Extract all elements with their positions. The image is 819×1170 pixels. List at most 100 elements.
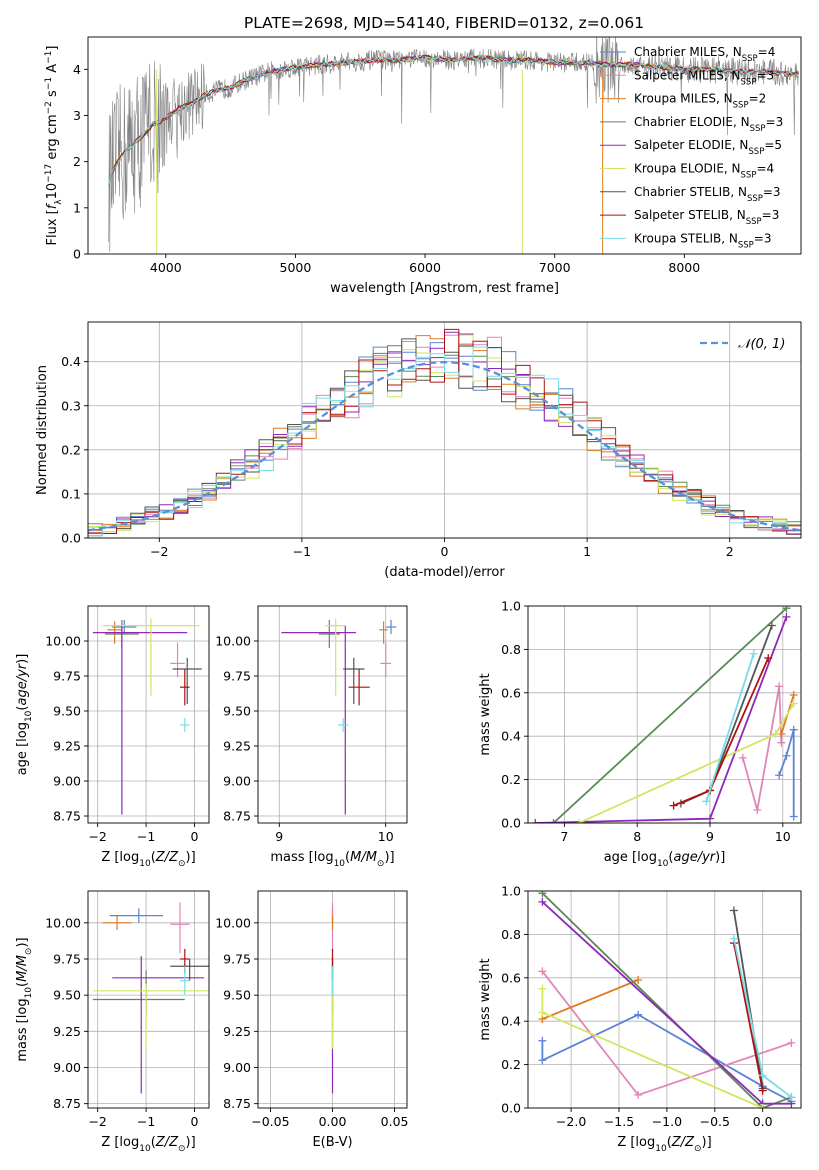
weight-vs-z-marker-kroupa_miles-1 bbox=[634, 975, 643, 984]
weight-vs-age-marker-chabrier_elodie-0 bbox=[549, 819, 558, 823]
spectrum-xtick-label-4: 8000 bbox=[668, 260, 700, 275]
mass-vs-z-frame bbox=[87, 890, 210, 1109]
residuals-plot-area bbox=[88, 328, 801, 537]
residuals-xtick-label-3: 1 bbox=[583, 544, 591, 559]
mass-vs-z-xtick-label-1: −1 bbox=[137, 1114, 155, 1129]
weight-vs-age-marker-kroupa_elodie-0 bbox=[574, 819, 583, 823]
weight-vs-z-xtick-label-3: −0.5 bbox=[700, 1114, 730, 1129]
weight-vs-z-marker-kroupa_stelib-0 bbox=[729, 934, 738, 943]
age-vs-mass-axes: 9 10 8.75 9.00 9.25 9.50 9.75 10.00 mass [log10(… bbox=[215, 605, 408, 869]
mass-vs-z-point-chabrier_miles bbox=[109, 908, 164, 923]
mass-vs-z-point-kroupa_elodie bbox=[92, 983, 209, 1049]
weight-vs-z-plot-area bbox=[538, 891, 796, 1108]
mass-vs-z-ytick-label-2: 9.25 bbox=[53, 1024, 81, 1039]
weight-vs-age-xtick-label-3: 10 bbox=[775, 829, 791, 844]
age-vs-z-xtick-label-0: −2 bbox=[88, 829, 106, 844]
residuals-legend: 𝒩(0, 1) bbox=[700, 337, 785, 352]
legend-label-2: Kroupa MILES, NSSP=2 bbox=[634, 92, 766, 111]
weight-vs-age-ytick-label-2: 0.4 bbox=[501, 729, 521, 744]
legend-label-5: Kroupa ELODIE, NSSP=4 bbox=[634, 162, 774, 181]
weight-vs-age-series-salpeter_elodie bbox=[531, 612, 791, 823]
weight-vs-age-ytick-label-0: 0.0 bbox=[501, 816, 521, 831]
age-vs-z-ylabel: age [log10(age/yr)] bbox=[15, 654, 34, 776]
weight-vs-z-series-salpeter_miles bbox=[538, 967, 796, 1099]
mass-vs-ebv-ytick-label-1: 9.00 bbox=[223, 1060, 251, 1075]
spectrum-data-line bbox=[108, 37, 799, 252]
age-vs-mass-point-salpeter_elodie bbox=[281, 625, 356, 815]
weight-vs-z-marker-kroupa_elodie-2 bbox=[758, 1104, 767, 1108]
age-vs-z-xlabel: Z [log10(Z/Z⊙)] bbox=[101, 850, 195, 869]
weight-vs-z-marker-salpeter_miles-2 bbox=[787, 1038, 796, 1047]
spectrum-ytick-label-3: 3 bbox=[73, 108, 81, 123]
weight-vs-age-marker-salpeter_elodie-1 bbox=[706, 814, 714, 823]
mass-vs-ebv-xtick-label-2: 0.05 bbox=[381, 1114, 409, 1129]
residuals-ytick-label-0: 0.0 bbox=[61, 531, 81, 546]
weight-vs-z-marker-salpeter_miles-0 bbox=[538, 967, 547, 976]
mass-vs-z-axes: −2 −1 0 8.75 9.00 9.25 9.50 9.75 10.00 Z [log10(Z… bbox=[15, 890, 210, 1154]
age-vs-mass-ytick-label-3: 9.50 bbox=[223, 704, 251, 719]
weight-vs-z-marker-salpeter_stelib-1 bbox=[758, 1086, 767, 1095]
age-vs-mass-point-salpeter_stelib bbox=[348, 669, 370, 706]
age-vs-z-ytick-label-3: 9.50 bbox=[53, 704, 81, 719]
age-vs-mass-point-kroupa_stelib bbox=[337, 718, 349, 732]
weight-vs-age-ytick-label-4: 0.8 bbox=[501, 642, 521, 657]
weight-vs-z-series-kroupa_elodie bbox=[538, 984, 767, 1108]
legend-label-3: Chabrier ELODIE, NSSP=3 bbox=[634, 115, 783, 134]
weight-vs-age-marker-chabrier_miles-2 bbox=[789, 725, 798, 734]
weight-vs-z-marker-kroupa_stelib-1 bbox=[758, 1071, 767, 1080]
age-vs-mass-frame bbox=[257, 605, 408, 824]
weight-vs-age-xtick-label-2: 9 bbox=[706, 829, 714, 844]
spectrum-ytick-label-1: 1 bbox=[73, 200, 81, 215]
figure-title: PLATE=2698, MJD=54140, FIBERID=0132, z=0… bbox=[244, 14, 644, 32]
weight-vs-z-marker-chabrier_stelib-0 bbox=[729, 906, 738, 915]
weight-vs-age-marker-kroupa_stelib-0 bbox=[702, 797, 711, 806]
mass-vs-ebv-ytick-label-5: 10.00 bbox=[215, 915, 251, 930]
mass-vs-z-point-salpeter_elodie bbox=[112, 956, 205, 1094]
age-vs-z-ytick-label-5: 10.00 bbox=[45, 634, 81, 649]
weight-vs-z-marker-chabrier_miles-0 bbox=[538, 1036, 547, 1045]
weight-vs-age-plot-area bbox=[531, 606, 798, 823]
weight-vs-age-series-chabrier_miles bbox=[775, 725, 798, 821]
weight-vs-z-marker-salpeter_miles-1 bbox=[634, 1090, 643, 1099]
spectrum-xtick-label-3: 7000 bbox=[539, 260, 571, 275]
weight-vs-z-ytick-label-4: 0.8 bbox=[501, 927, 521, 942]
weight-vs-age-marker-salpeter_elodie-0 bbox=[531, 819, 540, 823]
weight-vs-z-marker-kroupa_elodie-1 bbox=[538, 1008, 547, 1017]
age-vs-z-axes: −2 −1 0 8.75 9.00 9.25 9.50 9.75 10.00 Z [log10(Z… bbox=[15, 605, 210, 869]
age-vs-z-xtick-label-1: −1 bbox=[137, 829, 155, 844]
residuals-ytick-label-1: 0.1 bbox=[61, 486, 81, 501]
age-vs-mass-ytick-label-4: 9.75 bbox=[223, 669, 251, 684]
mass-vs-z-point-chabrier_stelib bbox=[170, 958, 209, 981]
weight-vs-age-marker-salpeter_miles-1 bbox=[753, 805, 762, 814]
age-vs-z-ytick-label-4: 9.75 bbox=[53, 669, 81, 684]
residuals-xtick-label-2: 0 bbox=[441, 544, 449, 559]
mass-vs-z-ytick-label-5: 10.00 bbox=[45, 915, 81, 930]
weight-vs-z-series-kroupa_stelib bbox=[729, 934, 796, 1102]
weight-vs-z-series-chabrier_stelib bbox=[729, 906, 767, 1093]
weight-vs-z-xtick-label-1: −1.5 bbox=[604, 1114, 634, 1129]
weight-vs-age-axes: 7 8 9 10 0.0 0.2 0.4 0.6 0.8 1.0 age [log10(age/yr… bbox=[478, 599, 802, 869]
weight-vs-age-marker-kroupa_miles-1 bbox=[789, 690, 798, 699]
residual-legend-label: 𝒩(0, 1) bbox=[738, 337, 785, 352]
mass-vs-z-ylabel: mass [log10(M/M⊙)] bbox=[15, 937, 34, 1061]
weight-vs-z-ytick-label-2: 0.4 bbox=[501, 1014, 521, 1029]
age-vs-mass-ytick-label-0: 8.75 bbox=[223, 809, 251, 824]
mass-vs-z-ytick-label-1: 9.00 bbox=[53, 1060, 81, 1075]
weight-vs-z-marker-kroupa_stelib-2 bbox=[787, 1093, 796, 1102]
weight-vs-z-xlabel: Z [log10(Z/Z⊙)] bbox=[617, 1135, 711, 1154]
weight-vs-age-marker-salpeter_miles-3 bbox=[777, 738, 786, 747]
age-vs-z-ytick-label-0: 8.75 bbox=[53, 809, 81, 824]
mass-vs-z-point-kroupa_miles bbox=[102, 915, 132, 931]
residuals-axes: −2 −1 0 1 2 0.0 0.1 0.2 0.3 0.4 (data-model)/error… bbox=[35, 321, 802, 580]
mass-vs-ebv-xlabel: E(B-V) bbox=[312, 1135, 352, 1150]
spectrum-ylabel: Flux [fλ10−17 erg cm−2 s−1 A−1] bbox=[44, 46, 64, 246]
spectrum-legend: Chabrier MILES, NSSP=4 Salpeter MILES, NS… bbox=[600, 45, 783, 250]
weight-vs-age-marker-chabrier_miles-0 bbox=[775, 771, 784, 780]
age-vs-z-point-salpeter_elodie bbox=[92, 625, 188, 815]
weight-vs-z-ytick-label-3: 0.6 bbox=[501, 970, 521, 985]
weight-vs-age-series-kroupa_elodie bbox=[574, 699, 798, 823]
weight-vs-age-marker-salpeter_elodie-2 bbox=[782, 612, 791, 621]
weight-vs-z-marker-chabrier_elodie-0 bbox=[538, 891, 547, 898]
age-vs-mass-point-kroupa_miles bbox=[379, 621, 388, 644]
